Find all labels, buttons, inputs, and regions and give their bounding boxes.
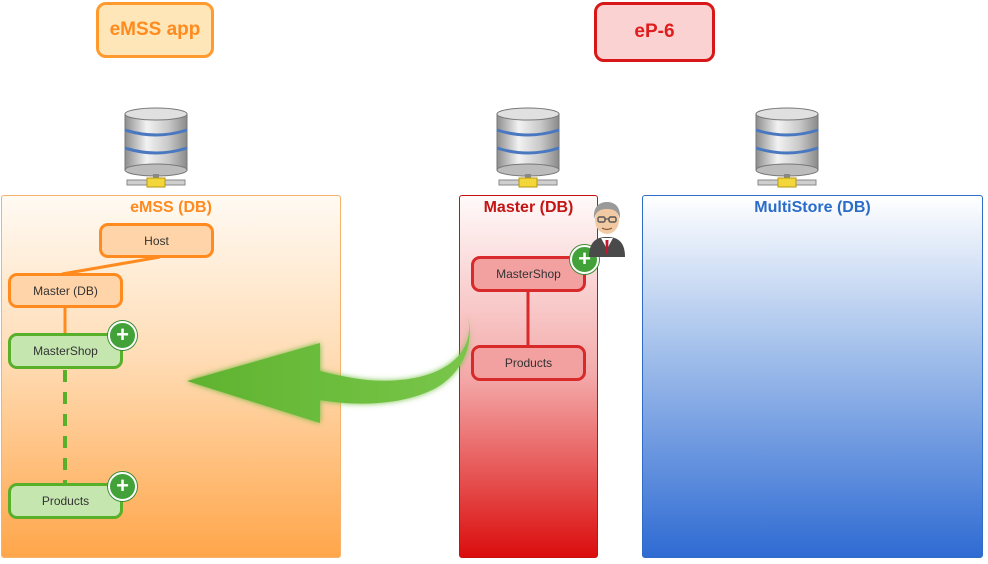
emss-app-label: eMSS app [96,2,214,58]
master-db-title: Master (DB) [483,199,574,216]
master-products-node: Products [471,345,586,381]
plus-circle-icon: + [108,321,137,350]
user-avatar-icon [589,202,625,257]
master-mastershop-node: MasterShop [471,256,586,292]
multistore-db-title: MultiStore (DB) [754,199,871,216]
emss-master-node: Master (DB) [8,273,123,308]
emss-db-title: eMSS (DB) [130,199,212,216]
database-server-icon [496,107,560,188]
ep6-label: eP-6 [594,2,715,62]
emss-host-node: Host [99,223,214,258]
multistore-db-zone: MultiStore (DB) [642,195,983,558]
plus-circle-icon: + [108,472,137,501]
host-master-connector [61,255,161,276]
emss-mastershop-node: MasterShop [8,333,123,369]
database-server-icon [124,107,188,188]
emss-products-node: Products [8,483,123,519]
curved-arrow-icon [187,310,470,423]
database-server-icon [755,107,819,188]
